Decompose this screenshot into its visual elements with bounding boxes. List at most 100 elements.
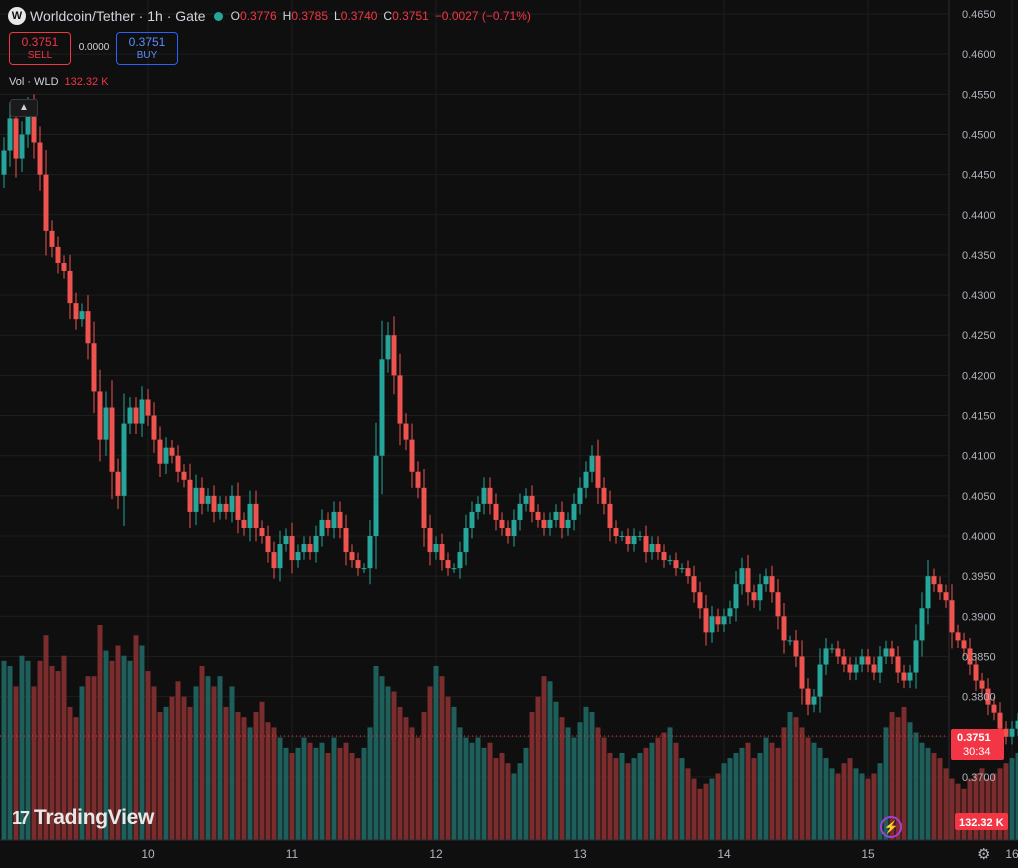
candle <box>115 458 121 510</box>
gear-icon[interactable]: ⚙ <box>977 846 991 863</box>
volume-bar <box>289 752 295 840</box>
candle <box>163 437 169 475</box>
volume-bar <box>769 742 775 840</box>
candle <box>751 584 757 608</box>
volume-bar <box>439 676 445 840</box>
candle <box>109 380 115 500</box>
candle-countdown: 30:34 <box>963 746 991 758</box>
volume-bar <box>775 747 781 840</box>
candle <box>595 439 601 504</box>
candle <box>1003 721 1009 745</box>
candle <box>79 303 85 327</box>
candle <box>403 413 409 451</box>
volume-bar <box>133 635 139 840</box>
price-axis[interactable]: 0.4650 0.4600 0.4550 0.4500 0.4450 0.4400 0.43… <box>948 0 996 840</box>
candle <box>601 477 607 515</box>
volume-bar <box>187 706 193 840</box>
volume-bar <box>31 686 37 840</box>
symbol-title[interactable]: Worldcoin/Tether · 1h · Gate <box>30 8 206 24</box>
price-tick-5: 0.4400 <box>962 210 996 222</box>
candle <box>697 581 703 619</box>
candle <box>499 512 505 536</box>
volume-bar <box>577 722 583 840</box>
price-tick-14: 0.3950 <box>962 571 996 583</box>
volume-bar <box>727 758 733 840</box>
sell-label: SELL <box>27 50 53 61</box>
volume-bar <box>799 727 805 840</box>
candle <box>865 648 871 673</box>
candle <box>775 578 781 630</box>
volume-bar <box>937 758 943 840</box>
volume-bar <box>955 783 961 840</box>
volume-legend[interactable]: Vol · WLD 132.32 K <box>9 76 109 88</box>
volume-bar <box>805 737 811 840</box>
buy-button[interactable]: 0.3751 BUY <box>116 32 178 65</box>
volume-bar <box>7 665 13 840</box>
volume-bar <box>703 783 709 840</box>
candle <box>283 528 289 552</box>
candle <box>319 509 325 547</box>
candle <box>841 648 847 673</box>
buy-label: BUY <box>136 50 158 61</box>
volume-bar <box>751 758 757 840</box>
candle <box>547 512 553 536</box>
volume-bar <box>667 727 673 840</box>
candle <box>277 530 283 582</box>
candle <box>565 512 571 536</box>
volume-bar <box>469 742 475 840</box>
volume-bar <box>685 768 691 840</box>
candle <box>247 490 253 542</box>
volume-bar <box>211 686 217 840</box>
candle <box>49 220 55 258</box>
candle <box>733 570 739 622</box>
candle <box>619 531 625 541</box>
volume-bar <box>997 768 1003 840</box>
volume-bar <box>55 671 61 840</box>
price-tick-2: 0.4550 <box>962 89 996 101</box>
candle <box>577 477 583 515</box>
volume-bar <box>919 742 925 840</box>
candle <box>745 554 751 606</box>
last-price-label: 0.3751 30:34 <box>951 728 1004 760</box>
time-axis[interactable]: 10 11 12 13 14 15 16 <box>0 839 1018 861</box>
volume-bar <box>541 676 547 840</box>
volume-bar <box>505 763 511 840</box>
candle <box>373 422 379 569</box>
candle <box>949 584 955 649</box>
candle <box>439 533 445 571</box>
candle <box>421 468 427 547</box>
volume-bar <box>589 712 595 840</box>
candle <box>325 512 331 536</box>
candle <box>475 496 481 520</box>
candle <box>301 536 307 560</box>
symbol-legend[interactable]: W Worldcoin/Tether · 1h · Gate O0.3776 H… <box>8 6 531 26</box>
candle <box>433 536 439 560</box>
chevron-up-icon[interactable]: ▲ <box>10 99 38 117</box>
price-tick-7: 0.4300 <box>962 290 996 302</box>
candle <box>571 493 577 531</box>
tradingview-logo[interactable]: 17 TradingView <box>12 806 154 830</box>
volume-bar <box>433 665 439 840</box>
candle <box>73 292 79 330</box>
sell-button[interactable]: 0.3751 SELL <box>9 32 71 65</box>
candle <box>685 560 691 584</box>
ohlc-high: H0.3785 <box>282 9 329 23</box>
volume-bar <box>277 737 283 840</box>
candle <box>721 608 727 632</box>
candle <box>877 646 883 683</box>
volume-bar <box>739 747 745 840</box>
volume-bar <box>973 773 979 840</box>
lightning-icon[interactable]: ⚡ <box>880 816 902 838</box>
volume-bar <box>385 686 391 840</box>
candle <box>769 565 775 603</box>
candle <box>121 393 127 526</box>
volume-bar <box>673 742 679 840</box>
candle <box>409 423 415 488</box>
price-tick-12: 0.4050 <box>962 491 996 503</box>
volume-bar <box>127 660 133 840</box>
volume-bar <box>379 676 385 840</box>
volume-bar <box>931 752 937 840</box>
candle <box>757 573 763 611</box>
volume-bar <box>625 763 631 840</box>
